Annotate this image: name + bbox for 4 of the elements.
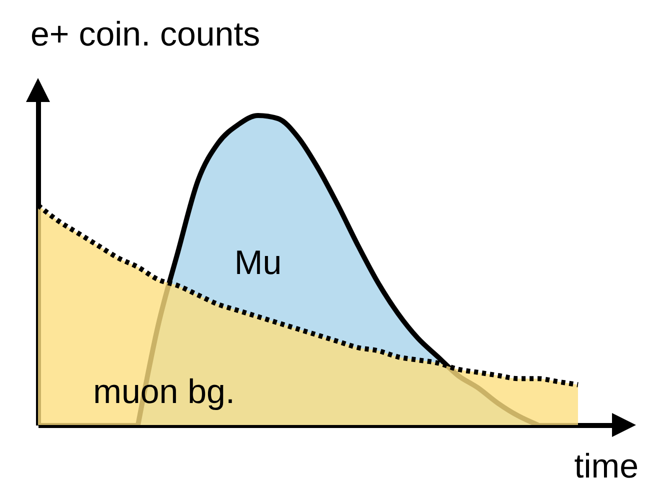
series-label: muon bg. (93, 372, 235, 411)
series-label: Mu (234, 244, 282, 282)
x-axis-title: time (574, 448, 638, 486)
y-axis-title: e+ coin. counts (30, 16, 260, 54)
